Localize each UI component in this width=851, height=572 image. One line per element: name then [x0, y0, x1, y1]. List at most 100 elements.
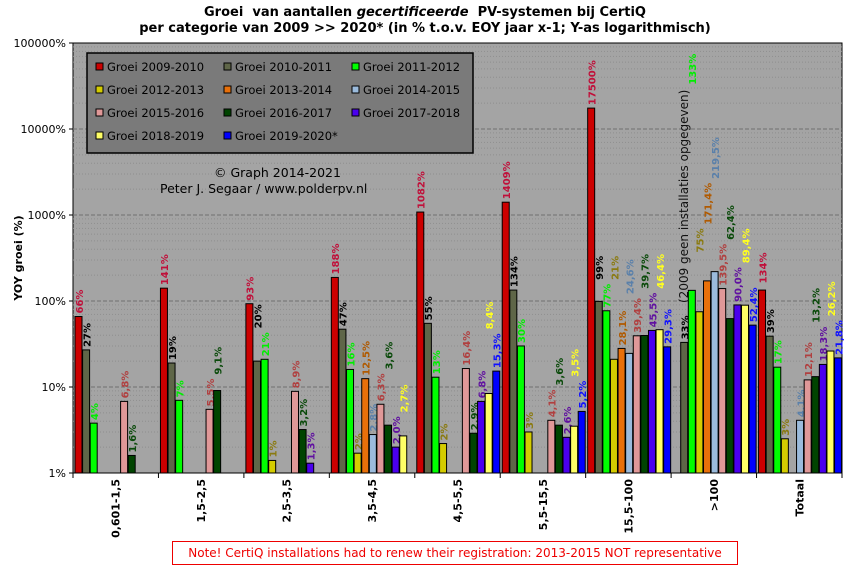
bar	[710, 271, 719, 474]
data-label: 3,5%	[570, 349, 581, 377]
data-label: 3,6%	[555, 358, 566, 386]
bar	[758, 289, 767, 474]
data-label: 24,6%	[625, 259, 636, 294]
bar	[663, 346, 672, 474]
bar	[695, 311, 704, 474]
data-label: 18,3%	[819, 327, 830, 362]
bar	[741, 304, 750, 474]
bar	[120, 400, 129, 474]
data-label: 21%	[261, 332, 272, 356]
bar	[159, 287, 168, 474]
legend-label: Groei 2010-2011	[235, 60, 332, 74]
data-label: 29,3%	[663, 309, 674, 344]
bar	[477, 400, 486, 474]
bar	[703, 280, 712, 474]
y-tick-label: 100%	[35, 295, 66, 308]
data-label: 5,2%	[578, 381, 589, 409]
data-label: 89,4%	[741, 229, 752, 264]
bar	[687, 289, 696, 474]
data-label: 4,1%	[796, 390, 807, 418]
bar	[74, 316, 83, 474]
y-tick-label: 1%	[49, 467, 66, 480]
bar	[391, 446, 400, 474]
bar	[587, 107, 596, 474]
bar	[594, 300, 603, 474]
bar	[399, 435, 408, 474]
bar	[602, 310, 611, 474]
data-label: 21%	[610, 256, 621, 280]
x-tick-label: 3,5-4,5	[366, 479, 379, 523]
data-label: 16,4%	[462, 331, 473, 366]
data-label: 21,8%	[834, 320, 845, 355]
bar	[818, 363, 827, 474]
data-label: 188%	[331, 244, 342, 275]
bar	[811, 376, 820, 474]
data-label: 45,5%	[648, 293, 659, 328]
bar	[338, 328, 347, 474]
bar	[547, 419, 556, 474]
data-label: 3,6%	[384, 342, 395, 370]
y-axis-label: YOY groei (%)	[12, 215, 25, 301]
bar	[765, 335, 774, 474]
legend-swatch	[351, 85, 360, 94]
data-label: 2,9%	[470, 402, 481, 430]
data-label: 5,5%	[206, 379, 217, 407]
bar	[306, 462, 315, 474]
legend-swatch	[223, 85, 232, 94]
bar	[368, 434, 377, 474]
bar	[290, 390, 299, 474]
data-label: 2,8%	[369, 404, 380, 432]
x-tick-label: 15,5-100	[622, 479, 635, 534]
bar	[416, 211, 425, 474]
legend-label: Groei 2014-2015	[363, 83, 460, 97]
data-label: 20%	[253, 304, 264, 328]
bar	[640, 335, 649, 474]
bar	[632, 335, 641, 474]
data-label: 3%	[781, 419, 792, 436]
chart-title-line2: per categorie van 2009 >> 2020* (in % t.…	[139, 21, 710, 36]
legend-label: Groei 2018-2019	[107, 129, 204, 143]
legend-label: Groei 2012-2013	[107, 83, 204, 97]
y-tick-label: 1000%	[28, 209, 66, 222]
bar	[298, 429, 307, 474]
legend-swatch	[223, 131, 232, 140]
data-label: 139,5%	[719, 244, 730, 286]
bar	[733, 304, 742, 474]
data-label: 141%	[160, 254, 171, 285]
data-label: 13%	[432, 350, 443, 374]
bar	[175, 399, 184, 474]
data-label: 8,4%	[485, 302, 496, 330]
data-label: 1409%	[502, 161, 513, 199]
bar	[617, 347, 626, 474]
data-label: 7%	[175, 380, 186, 397]
legend-swatch	[95, 62, 104, 71]
data-label: 3,2%	[299, 399, 310, 427]
data-label: 19%	[168, 336, 179, 360]
data-label: 15,3%	[493, 333, 504, 368]
bar	[773, 366, 782, 474]
x-tick-label: 2,5-3,5	[281, 479, 294, 523]
legend-swatch	[351, 108, 360, 117]
legend-label: Groei 2013-2014	[235, 83, 332, 97]
x-tick-label: Totaal	[793, 479, 806, 516]
data-label: 99%	[595, 256, 606, 280]
legend-label: Groei 2019-2020*	[235, 129, 338, 143]
data-label: 33%	[681, 315, 692, 339]
data-label: 219,5%	[711, 137, 722, 179]
data-label: 2,7%	[400, 385, 411, 413]
data-label: 17%	[774, 340, 785, 364]
bar	[509, 289, 518, 474]
x-tick-label: >100	[708, 479, 721, 512]
bar	[82, 349, 91, 474]
data-label: 55%	[424, 296, 435, 320]
data-label: 2%	[354, 433, 365, 450]
data-label: 17500%	[587, 60, 598, 105]
bar	[647, 329, 656, 474]
legend-label: Groei 2011-2012	[363, 60, 460, 74]
data-label: 8,9%	[291, 361, 302, 389]
bar	[245, 303, 254, 474]
bar	[361, 378, 370, 474]
data-label: 133%	[688, 54, 699, 85]
bar	[469, 432, 478, 474]
